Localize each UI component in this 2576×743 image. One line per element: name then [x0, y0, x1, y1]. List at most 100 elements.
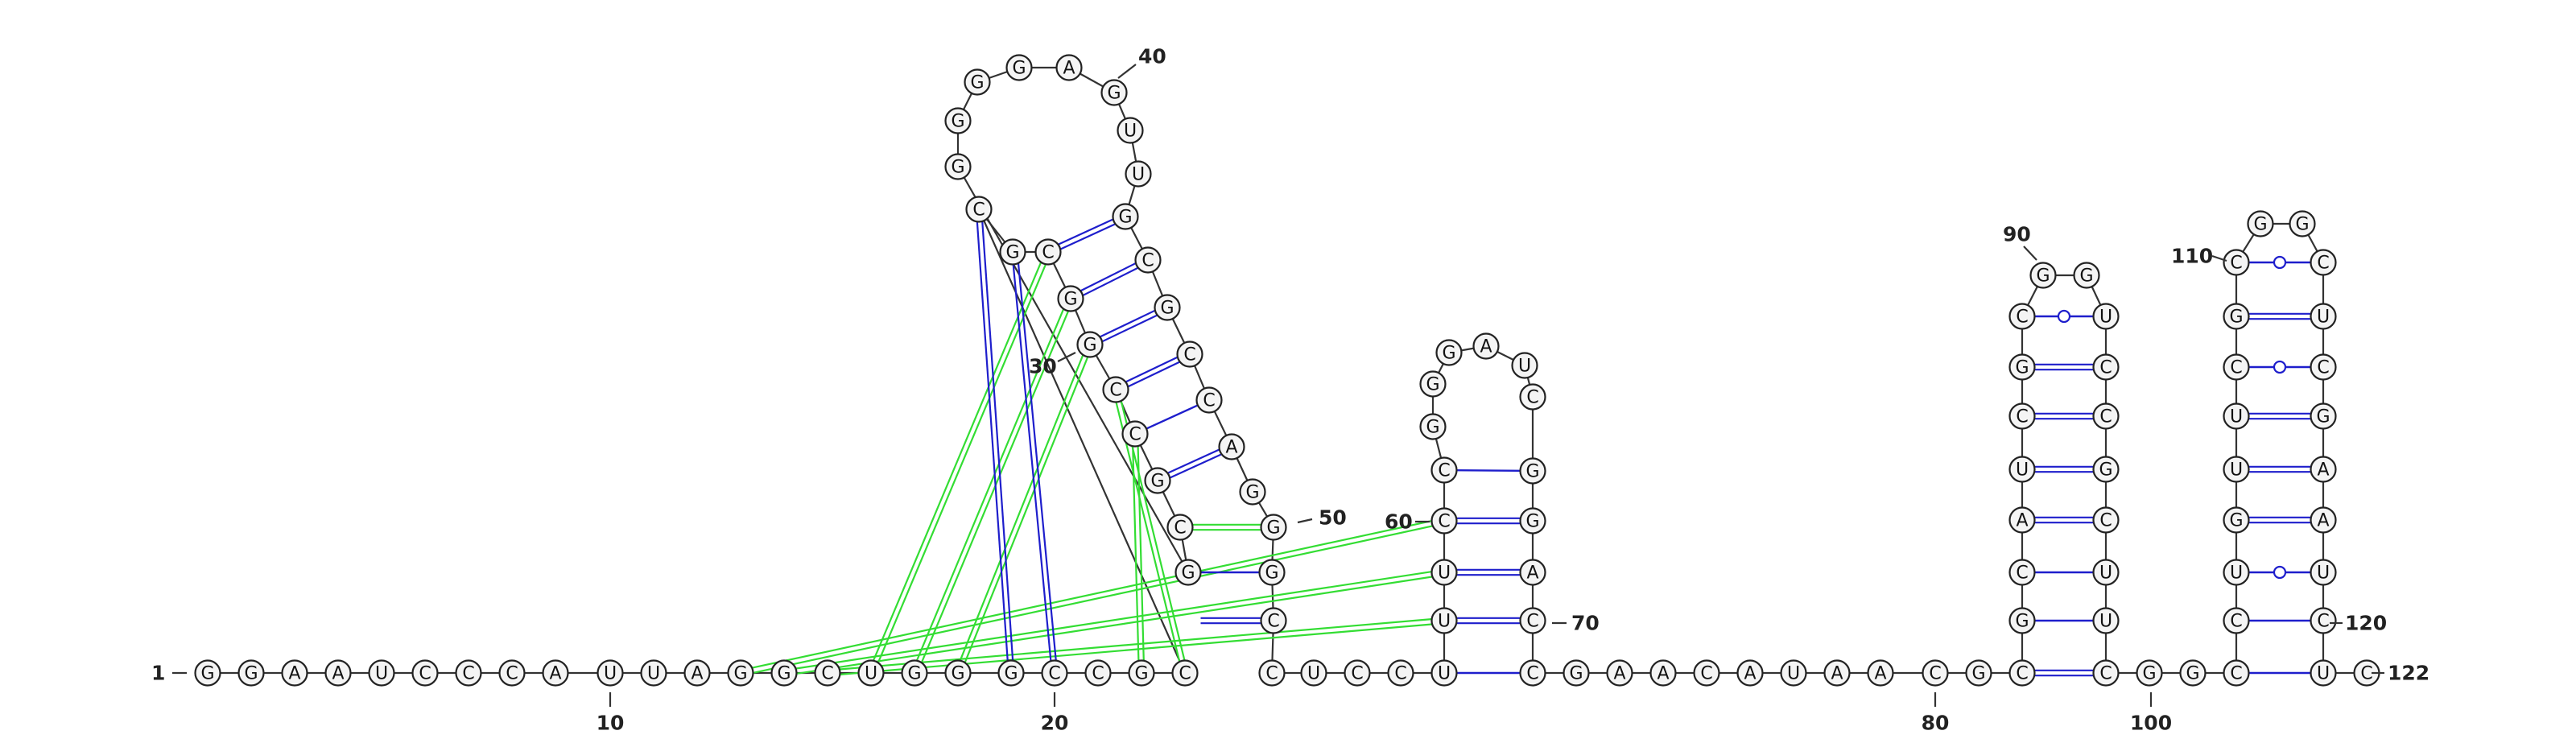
nucleotide-letter: G — [951, 158, 964, 178]
base-pair-line — [1456, 469, 1521, 473]
nucleotide-circle — [944, 659, 972, 687]
nucleotide-letter: C — [2099, 511, 2112, 531]
pseudoknot-pair-line — [1132, 446, 1140, 661]
nucleotide-letter: C — [1438, 512, 1450, 532]
nucleotide: C — [2310, 249, 2337, 276]
nucleotide: G — [944, 107, 972, 134]
nucleotide: U — [2310, 559, 2337, 586]
nucleotide-letter: C — [1203, 391, 1215, 411]
nucleotide-letter: C — [2016, 563, 2028, 584]
nucleotide-letter: G — [2099, 460, 2112, 481]
nucleotide-circle — [1005, 54, 1033, 81]
nucleotide: G — [1435, 339, 1463, 366]
nucleotide-circle — [1736, 659, 1764, 687]
nucleotide-circle — [2310, 303, 2337, 330]
nucleotide-letter: C — [2317, 612, 2329, 632]
nucleotide-circle — [2092, 559, 2120, 586]
nucleotide: U — [1430, 607, 1458, 634]
nucleotide-letter: G — [1160, 299, 1174, 319]
nucleotide: G — [1112, 203, 1139, 230]
nucleotide-letter: U — [1438, 664, 1451, 684]
nucleotide-circle — [1134, 246, 1162, 274]
nucleotide-circle — [640, 659, 667, 687]
nucleotide-letter: U — [2317, 664, 2330, 684]
nucleotide-letter: C — [506, 664, 518, 684]
nucleotide-circle — [1171, 659, 1199, 687]
nucleotide: A — [1823, 659, 1851, 687]
tick-30 — [1057, 352, 1076, 362]
nucleotide-letter: G — [951, 112, 964, 132]
nucleotide-letter: G — [1971, 664, 1985, 684]
nucleotide-circle — [1260, 607, 1287, 634]
nucleotide-circle — [814, 659, 841, 687]
nucleotide-letter: A — [2016, 511, 2028, 531]
nucleotide-letter: G — [1525, 462, 1539, 482]
nucleotide-letter: G — [1083, 336, 1096, 356]
nucleotide-letter: G — [1012, 59, 1026, 79]
nucleotide-letter: G — [2036, 266, 2050, 287]
nucleotide: G — [1965, 659, 1992, 687]
nucleotide-circle — [368, 659, 395, 687]
nucleotide: U — [857, 659, 885, 687]
pseudoknot-pair-line — [964, 357, 1089, 663]
nucleotide-circle — [324, 659, 352, 687]
nucleotide-letter: C — [1265, 664, 1278, 684]
nucleotide-circle — [2310, 249, 2337, 276]
nucleotide: C — [1519, 659, 1546, 687]
nucleotide: G — [1563, 659, 1590, 687]
nucleotide-letter: U — [1132, 165, 1145, 185]
nucleotide: U — [2092, 303, 2120, 330]
pseudoknot-pair-line — [796, 576, 1433, 675]
nucleotide-letter: A — [1831, 664, 1843, 684]
nucleotide-letter: G — [2186, 664, 2199, 684]
base-pair-lines — [752, 218, 2311, 677]
nucleotide-circle — [1430, 507, 1458, 535]
nucleotide: A — [1736, 659, 1764, 687]
nucleotide-letter: C — [462, 664, 474, 684]
nucleotide: G — [1100, 79, 1128, 106]
nucleotide: A — [324, 659, 352, 687]
nucleotide-letter: G — [1005, 243, 1019, 263]
nucleotide-letter: C — [2016, 407, 2028, 427]
nucleotide-letter: G — [2079, 266, 2093, 287]
nucleotide: C — [1258, 659, 1286, 687]
nucleotide: A — [1606, 659, 1633, 687]
nucleotide-circle — [2310, 402, 2337, 430]
nucleotide-circle — [2310, 353, 2337, 381]
nucleotide: C — [455, 659, 482, 687]
nucleotide: A — [683, 659, 711, 687]
nucleotide: G — [2008, 353, 2036, 381]
nucleotide-letter: C — [1526, 388, 1538, 408]
nucleotide-letter: U — [1518, 357, 1531, 377]
nucleotide: U — [640, 659, 667, 687]
nucleotide-circle — [1128, 659, 1155, 687]
nucleotide-circle — [965, 196, 993, 223]
nucleotide-letter: C — [1526, 664, 1538, 684]
position-label-50: 50 — [1319, 506, 1347, 530]
nucleotide-circle — [1041, 659, 1068, 687]
nucleotide-circle — [1166, 514, 1194, 541]
tick-50 — [1297, 518, 1313, 524]
nucleotide-letter: G — [1265, 563, 1278, 584]
position-label-70: 70 — [1571, 612, 1600, 635]
position-label-110: 110 — [2171, 245, 2213, 268]
nucleotide: C — [498, 659, 526, 687]
nucleotide-circle — [1125, 160, 1152, 188]
position-label-40: 40 — [1138, 45, 1166, 68]
nucleotide: C — [1693, 659, 1720, 687]
nucleotide: C — [814, 659, 841, 687]
nucleotide-letter: G — [2142, 664, 2156, 684]
nucleotide-circle — [1144, 467, 1171, 494]
nucleotide: C — [1430, 507, 1458, 535]
nucleotide-circle — [1300, 659, 1327, 687]
nucleotide: C — [1176, 341, 1203, 368]
nucleotide-circle — [2092, 659, 2120, 687]
nucleotide: C — [2008, 303, 2036, 330]
nucleotide-circle — [2247, 210, 2274, 237]
nucleotide-letter: U — [1307, 664, 1320, 684]
nucleotide-letter: U — [2099, 308, 2112, 328]
nucleotide-circle — [2008, 456, 2036, 483]
nucleotide: A — [281, 659, 308, 687]
nucleotide-circle — [2223, 659, 2250, 687]
